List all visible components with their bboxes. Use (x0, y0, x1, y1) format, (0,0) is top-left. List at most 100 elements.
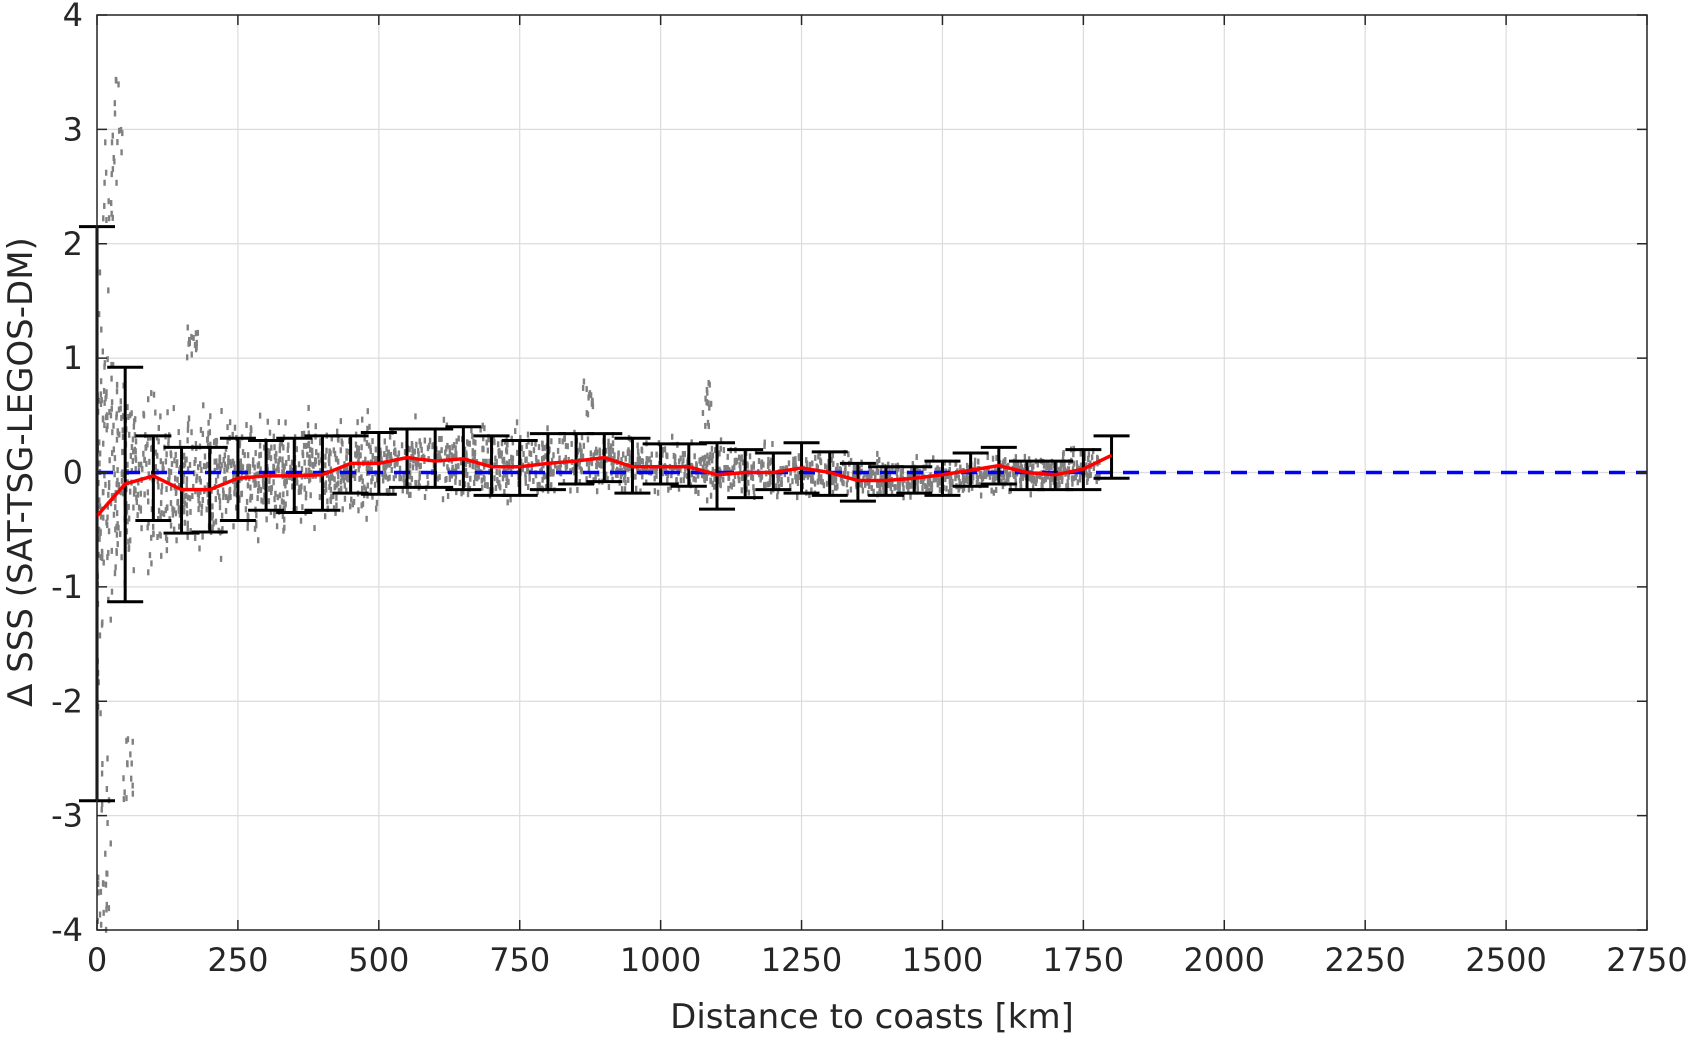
scatter-point (233, 424, 237, 431)
scatter-point (826, 464, 829, 471)
scatter-point (617, 456, 620, 463)
scatter-point (549, 463, 552, 470)
scatter-point (199, 426, 203, 433)
scatter-point (137, 479, 140, 486)
scatter-point (143, 456, 146, 463)
scatter-point (234, 472, 238, 479)
scatter-point (684, 465, 687, 472)
scatter-point (860, 481, 863, 488)
scatter-point (400, 442, 404, 449)
scatter-point (219, 555, 223, 562)
scatter-point (831, 452, 835, 459)
scatter-point (1050, 476, 1053, 483)
scatter-point (128, 537, 132, 544)
scatter-point (787, 460, 791, 467)
scatter-point (120, 149, 123, 156)
scatter-point (709, 477, 712, 484)
scatter-point (638, 456, 641, 463)
scatter-point (901, 480, 905, 487)
scatter-point (132, 504, 135, 511)
scatter-point (1038, 473, 1042, 480)
scatter-point (393, 462, 396, 469)
scatter-point (785, 465, 789, 472)
scatter-point (550, 469, 553, 476)
scatter-point (185, 482, 188, 489)
scatter-point (196, 329, 200, 336)
scatter-point (161, 461, 165, 468)
scatter-point (705, 497, 709, 504)
scatter-point (1050, 464, 1053, 471)
scatter-point (642, 467, 645, 474)
scatter-point (309, 446, 312, 453)
scatter-point (536, 482, 539, 489)
scatter-point (661, 470, 665, 477)
scatter-point (135, 494, 138, 501)
scatter-point (503, 489, 506, 496)
scatter-point (272, 479, 275, 486)
scatter-point (324, 462, 327, 469)
scatter-point (99, 554, 102, 561)
scatter-point (139, 505, 143, 512)
scatter-point (152, 530, 155, 537)
scatter-point (491, 437, 495, 444)
y-tick-label: 3 (63, 110, 83, 148)
scatter-point (286, 490, 289, 497)
scatter-point (750, 464, 753, 471)
scatter-point (223, 467, 226, 474)
scatter-point (382, 463, 385, 470)
scatter-point (228, 419, 232, 426)
scatter-point (656, 489, 660, 496)
scatter-point (186, 421, 190, 428)
scatter-point (146, 489, 150, 496)
scatter-point (690, 439, 693, 446)
scatter-point (233, 490, 236, 497)
scatter-point (666, 476, 669, 483)
scatter-point (1057, 481, 1060, 488)
scatter-point (576, 448, 580, 455)
scatter-point (371, 438, 374, 445)
scatter-point (286, 446, 290, 453)
scatter-point (1075, 460, 1079, 467)
scatter-point (115, 436, 119, 443)
scatter-point (182, 471, 186, 478)
scatter-point (283, 516, 286, 523)
scatter-point (120, 415, 123, 422)
scatter-point (226, 464, 229, 471)
scatter-point (741, 459, 744, 466)
scatter-point (244, 506, 248, 513)
scatter-point (655, 472, 658, 479)
scatter-point (835, 484, 838, 491)
scatter-point (408, 473, 412, 480)
scatter-point (877, 456, 881, 463)
scatter-point (607, 442, 610, 449)
scatter-point (438, 436, 441, 443)
scatter-point (331, 474, 334, 481)
scatter-point (104, 169, 108, 176)
scatter-point (708, 404, 711, 411)
scatter-point (197, 497, 200, 504)
scatter-point (813, 480, 817, 487)
scatter-point (1058, 473, 1062, 480)
scatter-point (291, 483, 294, 490)
scatter-point (986, 469, 989, 476)
scatter-point (900, 469, 903, 476)
scatter-point (267, 498, 271, 505)
scatter-point (995, 454, 998, 461)
scatter-point (775, 483, 778, 490)
scatter-point (882, 488, 885, 495)
scatter-point (585, 386, 588, 393)
scatter-point (620, 457, 623, 464)
scatter-point (1002, 467, 1006, 474)
scatter-point (418, 463, 421, 470)
scatter-point (414, 460, 418, 467)
scatter-point (169, 522, 173, 529)
scatter-point (915, 465, 918, 472)
scatter-point (215, 458, 218, 465)
scatter-point (529, 450, 533, 457)
scatter-point (811, 477, 815, 484)
scatter-point (157, 483, 160, 490)
scatter-point (227, 455, 230, 462)
scatter-point (1046, 473, 1050, 480)
scatter-point (611, 440, 615, 447)
scatter-point (653, 488, 657, 495)
